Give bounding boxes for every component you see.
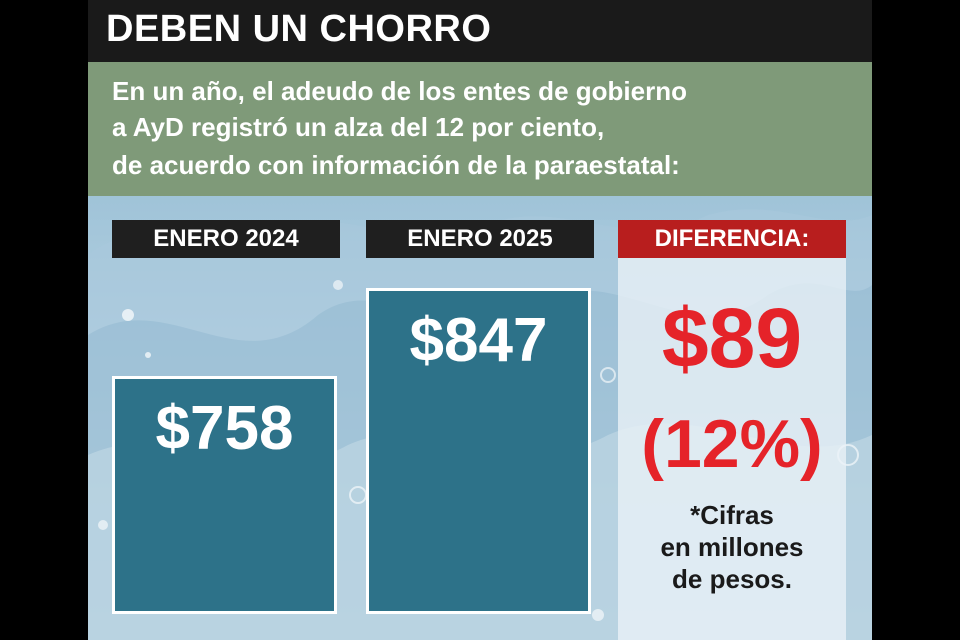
title-bar: DEBEN UN CHORRO — [88, 0, 872, 62]
units-note-line-3: de pesos. — [672, 564, 792, 594]
units-note-line-1: *Cifras — [690, 500, 774, 530]
infographic: DEBEN UN CHORRO En un año, el adeudo de … — [88, 0, 872, 640]
lead-line-3: de acuerdo con información de la paraest… — [112, 150, 680, 180]
bar-enero-2025: $847 — [366, 288, 591, 614]
bar-enero-2024: $758 — [112, 376, 337, 614]
difference-percent: (12%) — [641, 406, 823, 482]
difference-panel — [618, 258, 846, 640]
category-label-2025: ENERO 2025 — [366, 220, 594, 258]
bar-value-label-2024: $758 — [155, 394, 294, 463]
lead-line-2: a AyD registró un alza del 12 por ciento… — [112, 112, 605, 142]
units-note-line-2: en millones — [660, 532, 804, 562]
category-label-2024: ENERO 2024 — [112, 220, 340, 258]
difference-amount: $89 — [661, 291, 803, 385]
lead-text-block: En un año, el adeudo de los entes de gob… — [88, 62, 872, 196]
lead-line-1: En un año, el adeudo de los entes de gob… — [112, 76, 687, 106]
difference-label: DIFERENCIA: — [618, 220, 846, 258]
bar-value-label-2025: $847 — [409, 306, 548, 375]
page-title: DEBEN UN CHORRO — [106, 8, 492, 50]
